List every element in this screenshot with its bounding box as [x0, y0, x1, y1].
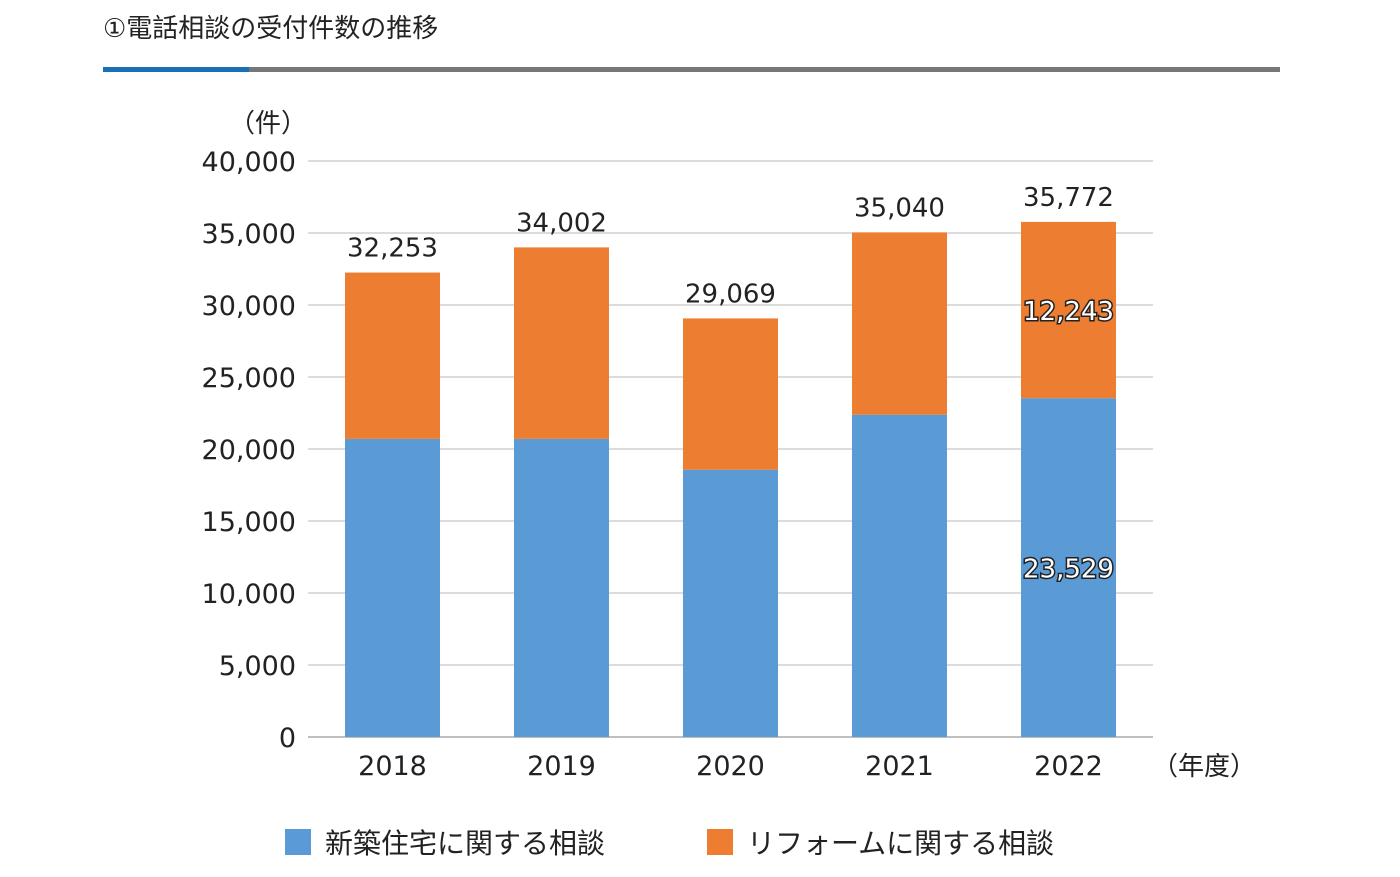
total-data-label: 29,069 [685, 279, 776, 309]
bar-new-build [1021, 398, 1116, 737]
bar-new-build [514, 438, 609, 737]
legend-item-new-build: 新築住宅に関する相談 [285, 822, 605, 862]
bar-reform [852, 232, 947, 415]
bar-reform [683, 318, 778, 470]
x-axis-unit-label: （年度） [1152, 752, 1256, 782]
bar-reform [345, 272, 440, 439]
segment-label-reform: 12,243 [1023, 297, 1114, 327]
x-tick-label: 2018 [358, 751, 427, 782]
legend-swatch-new-build [285, 829, 311, 855]
segment-label-new-build: 23,529 [1023, 555, 1114, 585]
y-axis-unit-label: （件） [229, 109, 307, 139]
bar-reform [514, 247, 609, 439]
bar-new-build [345, 438, 440, 737]
bar-new-build [852, 414, 947, 737]
total-data-label: 34,002 [516, 208, 607, 238]
total-data-label: 35,772 [1023, 183, 1114, 213]
legend-swatch-reform [707, 829, 733, 855]
total-data-label: 35,040 [854, 193, 945, 223]
x-tick-label: 2021 [865, 751, 934, 782]
y-tick-label: 25,000 [202, 363, 296, 394]
legend-label-new-build: 新築住宅に関する相談 [325, 827, 606, 860]
title-underline-accent [103, 67, 249, 72]
legend-item-reform: リフォームに関する相談 [707, 822, 1054, 862]
y-tick-label: 0 [279, 723, 296, 754]
y-tick-label: 20,000 [202, 435, 296, 466]
bar-new-build [683, 469, 778, 737]
legend-label-reform: リフォームに関する相談 [747, 827, 1055, 860]
x-tick-label: 2019 [527, 751, 596, 782]
y-tick-label: 5,000 [219, 651, 296, 682]
bar-reform [1021, 221, 1116, 399]
x-tick-label: 2022 [1034, 751, 1103, 782]
y-tick-label: 40,000 [202, 147, 296, 178]
chart-title: ①電話相談の受付件数の推移 [103, 14, 439, 44]
total-data-label: 32,253 [347, 234, 438, 264]
y-tick-label: 30,000 [202, 291, 296, 322]
y-tick-label: 15,000 [202, 507, 296, 538]
y-tick-label: 10,000 [202, 579, 296, 610]
y-tick-label: 35,000 [202, 219, 296, 250]
x-tick-label: 2020 [696, 751, 765, 782]
title-underline [249, 67, 1280, 72]
